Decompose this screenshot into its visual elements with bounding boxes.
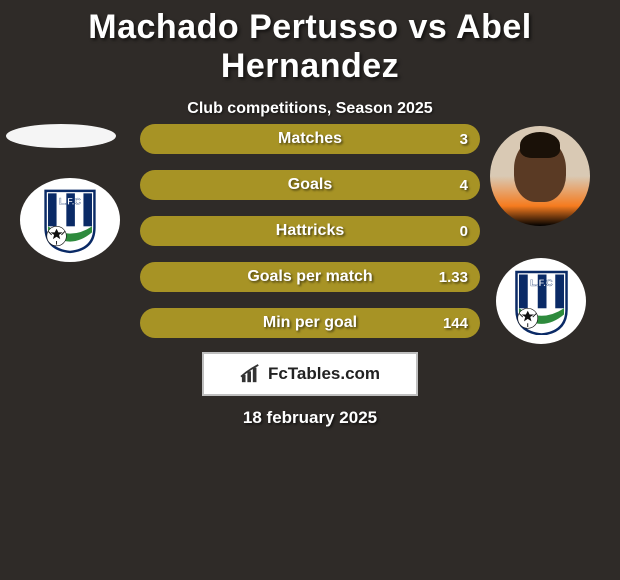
svg-text:L.F.C: L.F.C xyxy=(530,277,553,287)
stat-value: 0 xyxy=(460,223,468,240)
bar-chart-icon xyxy=(240,364,262,384)
stat-label: Goals xyxy=(288,176,332,194)
stat-bar-goals: Goals 4 xyxy=(140,170,480,200)
shield-icon: L.F.C xyxy=(510,267,573,336)
logo-text: FcTables.com xyxy=(268,364,380,384)
stat-label: Goals per match xyxy=(247,268,372,286)
stat-label: Matches xyxy=(278,130,342,148)
stat-label: Min per goal xyxy=(263,314,357,332)
left-player-crest: L.F.C xyxy=(20,178,120,262)
stat-bar-hattricks: Hattricks 0 xyxy=(140,216,480,246)
stat-value: 3 xyxy=(460,131,468,148)
shield-icon: L.F.C xyxy=(35,186,105,253)
right-player-crest: L.F.C xyxy=(496,258,586,344)
stat-value: 4 xyxy=(460,177,468,194)
avatar-face-icon xyxy=(514,138,566,202)
date-label: 18 february 2025 xyxy=(243,408,377,428)
right-player-avatar xyxy=(490,126,590,226)
subtitle: Club competitions, Season 2025 xyxy=(0,100,620,118)
comparison-infographic: Machado Pertusso vs Abel Hernandez Club … xyxy=(0,0,620,580)
stat-bars: Matches 3 Goals 4 Hattricks 0 Goals per … xyxy=(140,124,480,354)
stat-bar-matches: Matches 3 xyxy=(140,124,480,154)
stat-label: Hattricks xyxy=(276,222,344,240)
left-player-avatar-placeholder xyxy=(6,124,116,148)
stat-value: 144 xyxy=(443,315,468,332)
stat-value: 1.33 xyxy=(439,269,468,286)
svg-text:L.F.C: L.F.C xyxy=(59,197,81,207)
stat-bar-min-per-goal: Min per goal 144 xyxy=(140,308,480,338)
page-title: Machado Pertusso vs Abel Hernandez xyxy=(0,0,620,86)
source-logo: FcTables.com xyxy=(202,352,418,396)
stat-bar-goals-per-match: Goals per match 1.33 xyxy=(140,262,480,292)
